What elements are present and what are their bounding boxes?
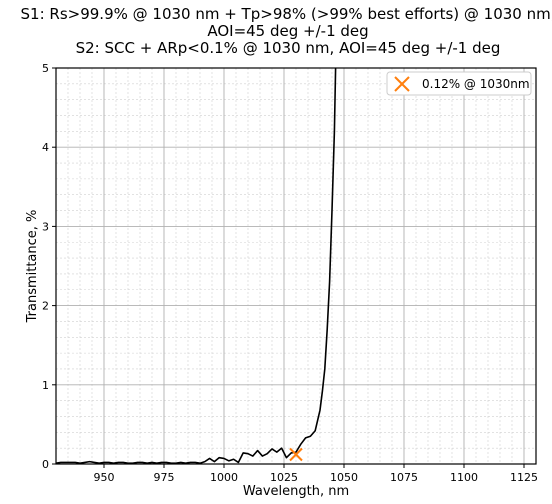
- chart-title-line-2: AOI=45 deg +/-1 deg: [207, 22, 368, 40]
- tick-layer: 950 975 1000 1025 1050 1075 1100 1125 0 1 2 3 4 5: [42, 62, 538, 484]
- legend-marker-stroke: [394, 76, 410, 92]
- y-tick-label: 3: [42, 220, 49, 233]
- marker-layer: [289, 447, 303, 462]
- chart-title-line-1: S1: Rs>99.9% @ 1030 nm + Tp>98% (>99% be…: [21, 5, 552, 23]
- minor-gridlines: [55, 68, 537, 464]
- plot-frame: [55, 67, 537, 465]
- data-marker-x: [289, 447, 303, 462]
- chart-title-line-3: S2: SCC + ARp<0.1% @ 1030 nm, AOI=45 deg…: [76, 39, 501, 57]
- x-tick-label: 1025: [270, 471, 298, 484]
- series-layer: [55, 67, 337, 465]
- y-tick-label: 0: [42, 458, 49, 471]
- legend-box: [386, 71, 532, 96]
- data-marker-stroke: [289, 447, 303, 462]
- x-tick-label: 1100: [450, 471, 478, 484]
- legend: 0.12% @ 1030nm: [386, 71, 532, 96]
- y-tick-label: 1: [42, 379, 49, 392]
- legend-marker: [394, 76, 410, 92]
- y-tick-label: 2: [42, 300, 49, 313]
- x-tick-label: 1050: [330, 471, 358, 484]
- x-axis-label: Wavelength, nm: [243, 484, 349, 499]
- x-tick-label: 1125: [510, 471, 538, 484]
- x-tick-label: 950: [94, 471, 115, 484]
- legend-label: 0.12% @ 1030nm: [422, 77, 530, 91]
- x-tick-label: 1075: [390, 471, 418, 484]
- series-line-0: [55, 67, 337, 465]
- x-tick-label: 1000: [210, 471, 238, 484]
- y-tick-label: 4: [42, 141, 49, 154]
- y-tick-label: 5: [42, 62, 49, 75]
- axes-layer: [55, 67, 537, 465]
- y-axis-label: Transmittance, %: [25, 210, 40, 324]
- x-tick-label: 975: [154, 471, 175, 484]
